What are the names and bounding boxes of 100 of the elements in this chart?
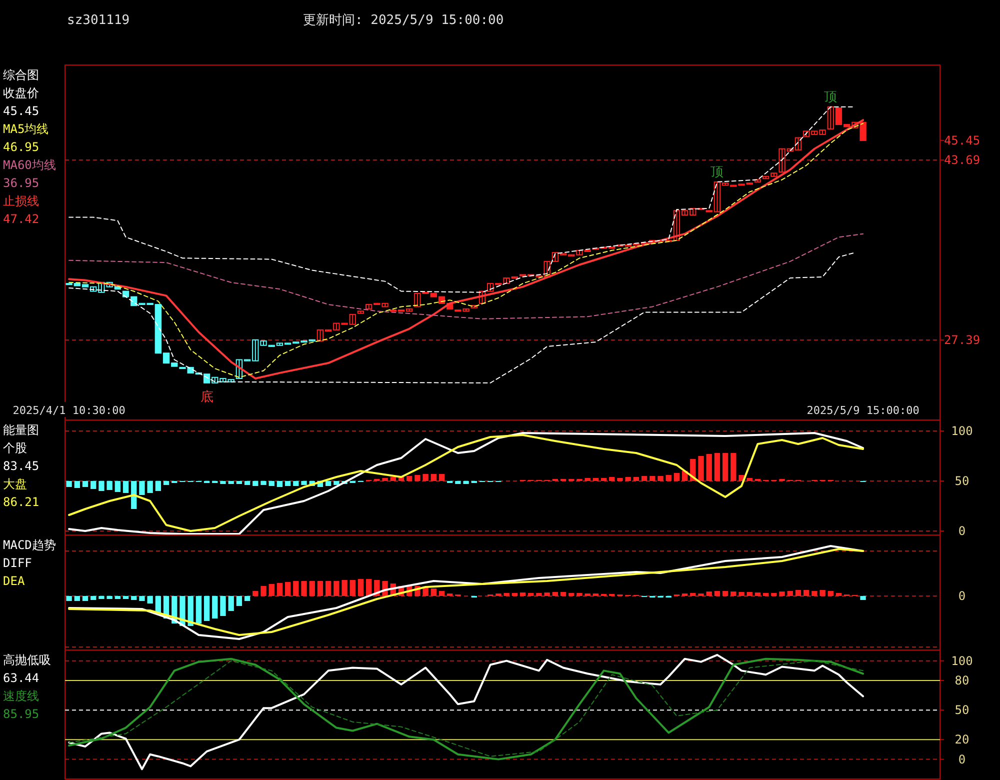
bar — [860, 596, 866, 600]
bar — [738, 592, 744, 596]
bar — [730, 592, 736, 596]
bar — [236, 481, 242, 484]
bar — [779, 592, 785, 596]
annotation: 底 — [200, 390, 214, 405]
bar — [236, 596, 242, 606]
bar — [244, 596, 250, 601]
bar — [74, 481, 80, 488]
bar — [771, 593, 777, 596]
bar — [762, 593, 769, 596]
bar — [820, 590, 826, 596]
bar — [358, 579, 364, 596]
bar — [576, 593, 582, 596]
bar — [746, 478, 752, 481]
bar — [520, 592, 526, 596]
bar — [455, 481, 461, 484]
bar — [114, 596, 120, 599]
y-tick-label: 0 — [958, 752, 966, 766]
annotation: 顶 — [824, 90, 838, 105]
text: 86.21 — [3, 495, 40, 509]
y-tick-label: 100 — [951, 424, 973, 438]
bar — [309, 581, 315, 596]
y-tick-label: 45.45 — [944, 134, 980, 148]
bar — [196, 596, 202, 624]
bar — [325, 581, 332, 596]
y-tick-label: 50 — [954, 703, 970, 718]
bar — [147, 596, 153, 604]
bar — [430, 474, 436, 481]
bar — [641, 476, 648, 481]
text: 46.95 — [3, 140, 40, 154]
bar — [674, 473, 680, 481]
bar — [114, 481, 120, 492]
bar — [220, 481, 226, 484]
bar — [438, 474, 445, 481]
bar — [568, 593, 574, 596]
bar — [228, 596, 234, 611]
bar — [836, 593, 842, 596]
bar — [422, 474, 428, 481]
bar — [260, 481, 266, 485]
bar — [106, 481, 112, 490]
bar — [592, 478, 599, 481]
bar — [252, 481, 258, 486]
bar — [276, 481, 283, 487]
bar — [106, 596, 112, 599]
bar — [722, 591, 728, 596]
bar — [625, 477, 631, 481]
text: MA5均线 — [3, 122, 49, 136]
bar — [600, 478, 607, 481]
bar — [787, 591, 793, 596]
bar — [552, 592, 558, 596]
bar — [430, 588, 436, 596]
bar — [438, 591, 445, 596]
chart-subtitle: 更新时间: 2025/5/9 15:00:00 — [303, 13, 504, 28]
text: 45.45 — [3, 104, 40, 118]
bar — [284, 582, 291, 596]
text: 36.95 — [3, 176, 40, 190]
bar — [334, 481, 340, 485]
bar — [284, 481, 291, 486]
y-tick-label: 80 — [954, 674, 970, 688]
bar — [366, 579, 372, 596]
bar — [795, 590, 802, 596]
bar — [268, 481, 274, 486]
bar — [131, 481, 137, 509]
bar — [317, 581, 324, 596]
bar — [82, 596, 88, 601]
bar — [414, 475, 420, 481]
bar — [342, 580, 348, 596]
bar — [690, 593, 696, 596]
bar — [98, 596, 104, 599]
text: 个股 — [3, 441, 27, 455]
text: DIFF — [3, 556, 32, 570]
bar — [609, 477, 615, 481]
text: MA60均线 — [3, 158, 56, 172]
bar — [212, 596, 218, 618]
y-tick-label: 43.69 — [944, 152, 980, 167]
legend-title: 能量图 — [3, 423, 39, 437]
bar — [658, 476, 664, 481]
bar — [82, 481, 88, 487]
text: 63.44 — [3, 671, 40, 685]
bar — [803, 590, 810, 596]
bar — [188, 596, 194, 626]
legend-title: MACD趋势 — [3, 538, 56, 552]
bar — [252, 591, 258, 596]
bar — [334, 581, 340, 596]
bar — [730, 453, 736, 481]
y-tick-label: 100 — [951, 654, 973, 668]
y-tick-label: 20 — [954, 732, 970, 747]
text: 速度线 — [3, 689, 39, 703]
y-tick-label: 50 — [954, 474, 970, 488]
bar — [293, 481, 299, 486]
bar — [228, 481, 234, 484]
line-series — [68, 233, 864, 320]
bar — [293, 581, 299, 596]
bar — [66, 596, 72, 601]
bar — [122, 481, 129, 493]
line-series — [68, 106, 856, 293]
text: 47.42 — [3, 212, 40, 226]
text: 大盘 — [3, 477, 27, 491]
bar — [528, 593, 534, 596]
